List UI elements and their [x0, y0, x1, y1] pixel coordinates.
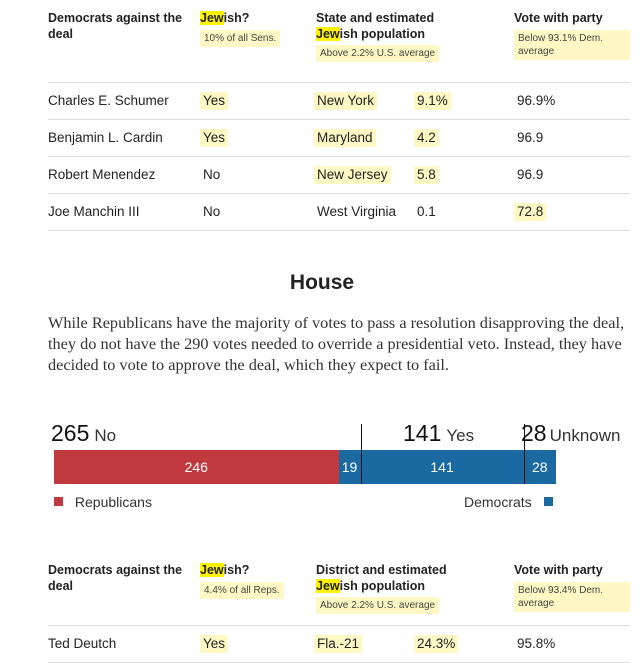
- bar-value-label: 19: [341, 459, 358, 475]
- state-value: West Virginia: [317, 204, 397, 219]
- header-state-population: State and estimated Jewish population Ab…: [316, 10, 506, 62]
- jewish-value: No: [203, 204, 221, 219]
- jewish-value: No: [203, 167, 221, 182]
- header-jewish-highlight: Jew: [200, 563, 224, 577]
- legend-label: Democrats: [464, 494, 532, 510]
- header-vote-with-party: Vote with party Below 93.4% Dem. average: [514, 562, 630, 612]
- legend-republicans: Republicans: [54, 493, 152, 511]
- bar-segment-democrats-unknown: [523, 450, 556, 484]
- unknown-total: 28 Unknown: [521, 420, 620, 449]
- senator-name: Joe Manchin III: [48, 204, 140, 219]
- senator-name: Charles E. Schumer: [48, 93, 169, 108]
- section-title: House: [289, 271, 355, 294]
- header-vote-with-party: Vote with party Below 93.1% Dem. average: [514, 10, 630, 60]
- header-democrats-against: Democrats against the deal: [48, 563, 183, 593]
- header-district-highlight: Jew: [316, 579, 340, 593]
- state-value: Maryland: [314, 129, 376, 147]
- jewish-value: Yes: [200, 635, 229, 653]
- header-state-rest: ish population: [339, 27, 426, 41]
- header-state-highlight: Jew: [316, 27, 340, 41]
- population-value: 5.8: [414, 166, 439, 184]
- unknown-total-value: 28: [521, 420, 547, 446]
- table-row: Benjamin L. Cardin Yes Maryland 4.2 96.9: [48, 120, 630, 157]
- yes-total-value: 141: [403, 420, 442, 446]
- header-jewish-highlight: Jew: [200, 11, 224, 25]
- state-value: New York: [314, 92, 378, 110]
- table-row: Charles E. Schumer Yes New York 9.1% 96.…: [48, 83, 630, 120]
- democrats-swatch: [543, 497, 553, 506]
- header-jewish-note: 4.4% of all Reps.: [200, 582, 284, 599]
- header-state-note: Above 2.2% U.S. average: [316, 45, 440, 62]
- header-district-population: District and estimated Jewish population…: [316, 562, 506, 614]
- yes-total: 141 Yes: [403, 420, 474, 449]
- group-boundary-marker-yes: [361, 424, 362, 484]
- population-value: 4.2: [414, 129, 439, 147]
- vote-value: 95.8%: [517, 636, 556, 651]
- vote-value: 96.9: [517, 167, 544, 182]
- header-vote-note: Below 93.1% Dem. average: [514, 30, 630, 60]
- table-row: Robert Menendez No New Jersey 5.8 96.9: [48, 157, 630, 194]
- republicans-swatch: [54, 497, 63, 506]
- senator-name: Benjamin L. Cardin: [48, 130, 163, 145]
- vote-value: 72.8: [514, 203, 547, 221]
- yes-total-label: Yes: [446, 426, 475, 445]
- bar-value-label: 246: [184, 459, 208, 475]
- district-value: Fla.-21: [314, 635, 363, 653]
- no-total-value: 265: [51, 420, 90, 446]
- header-jewish: Jewish? 10% of all Sens.: [200, 10, 310, 47]
- senate-table: Democrats against the deal Jewish? 10% o…: [48, 10, 630, 231]
- senate-table-header: Democrats against the deal Jewish? 10% o…: [48, 10, 630, 83]
- population-value: 9.1%: [414, 92, 451, 110]
- header-jewish-rest: ish?: [223, 11, 250, 25]
- population-value: 24.3%: [414, 635, 459, 653]
- header-district-rest: ish population: [339, 579, 426, 593]
- section-paragraph: While Republicans have the majority of v…: [48, 313, 625, 374]
- header-state-prefix: State and estimated: [316, 11, 435, 25]
- house-table-header: Democrats against the deal Jewish? 4.4% …: [48, 562, 630, 626]
- house-table: Democrats against the deal Jewish? 4.4% …: [48, 562, 630, 663]
- header-district-prefix: District and estimated: [316, 563, 447, 577]
- no-total: 265 No: [51, 420, 116, 449]
- table-row: Joe Manchin III No West Virginia 0.1 72.…: [48, 194, 630, 231]
- population-value: 0.1: [417, 204, 436, 219]
- bar-segment-democrats-yes: [360, 450, 524, 484]
- table-row: Ted Deutch Yes Fla.-21 24.3% 95.8%: [48, 626, 630, 663]
- jewish-value: Yes: [200, 129, 229, 147]
- unknown-total-label: Unknown: [549, 426, 621, 445]
- header-vote-note: Below 93.4% Dem. average: [514, 582, 630, 612]
- state-value: New Jersey: [314, 166, 391, 184]
- header-vote-label: Vote with party: [514, 563, 603, 577]
- header-vote-label: Vote with party: [514, 11, 603, 25]
- group-boundary-marker-unknown: [524, 424, 525, 484]
- representative-name: Ted Deutch: [48, 636, 117, 651]
- vote-value: 96.9: [517, 130, 544, 145]
- bar-segment-republicans-no: [54, 450, 339, 484]
- header-jewish-rest: ish?: [223, 563, 250, 577]
- bar-segment-democrats-no: [338, 450, 361, 484]
- header-jewish-note: 10% of all Sens.: [200, 30, 281, 47]
- bar-value-label: 141: [430, 459, 454, 475]
- legend-democrats: Democrats: [464, 493, 553, 511]
- header-district-note: Above 2.2% U.S. average: [316, 597, 440, 614]
- bar-value-label: 28: [532, 459, 548, 475]
- legend-label: Republicans: [74, 494, 152, 510]
- header-jewish: Jewish? 4.4% of all Reps.: [200, 562, 310, 599]
- vote-value: 96.9%: [517, 93, 556, 108]
- header-democrats-against: Democrats against the deal: [48, 11, 183, 41]
- senator-name: Robert Menendez: [48, 167, 156, 182]
- no-total-label: No: [94, 426, 117, 445]
- jewish-value: Yes: [200, 92, 229, 110]
